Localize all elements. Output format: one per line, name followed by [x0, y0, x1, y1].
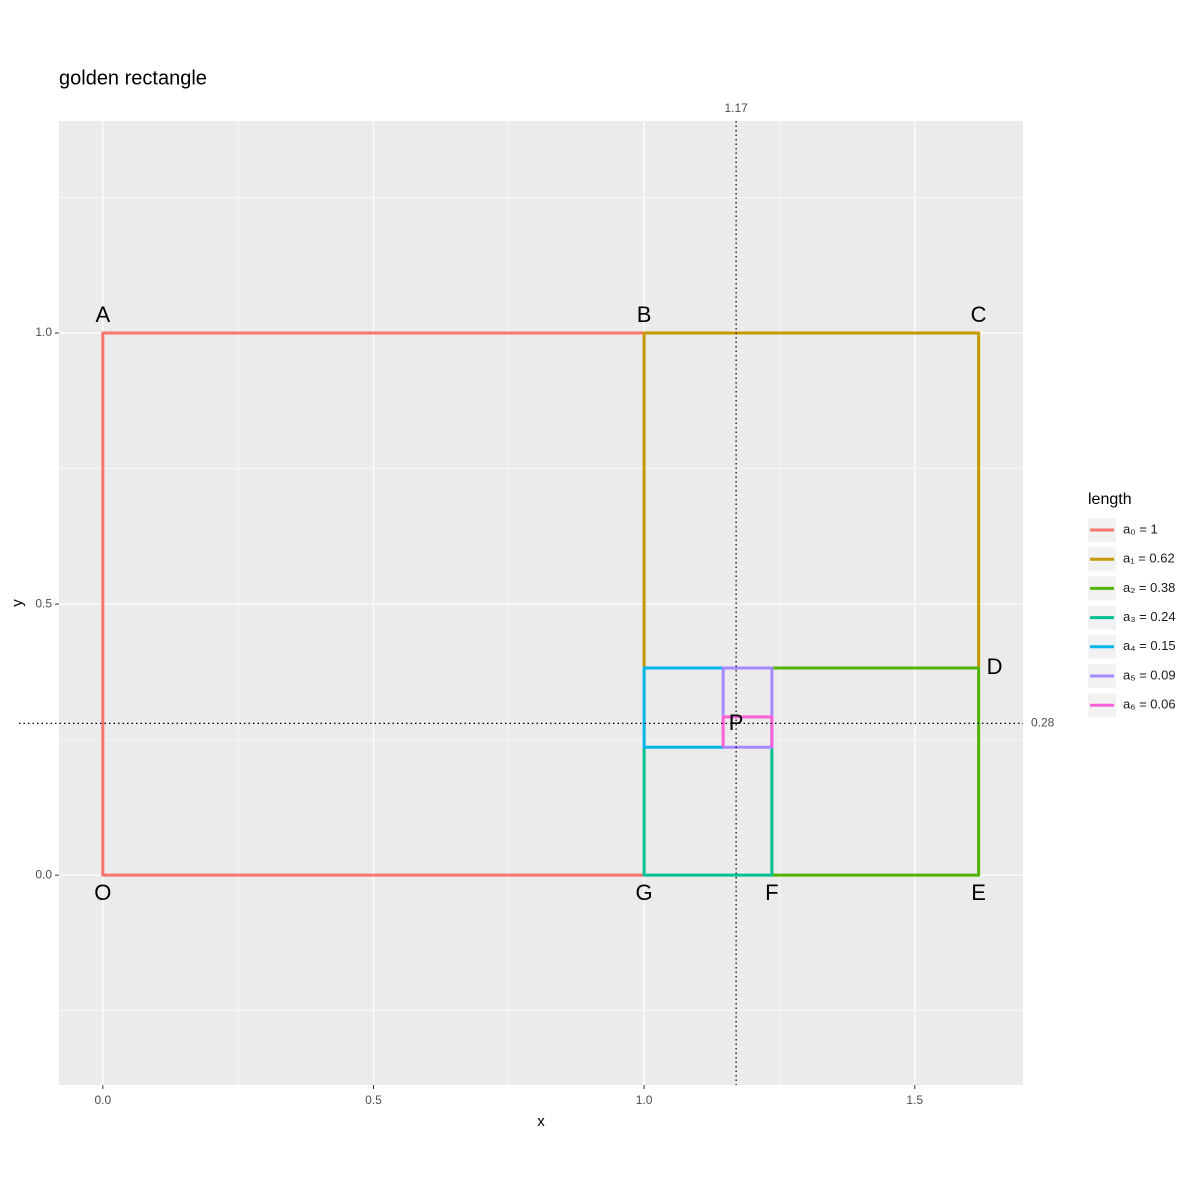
y-tick-label: 0.0 — [35, 867, 52, 881]
chart-title: golden rectangle — [59, 67, 207, 89]
x-axis-title: x — [537, 1113, 545, 1130]
x-tick-label: 0.0 — [94, 1093, 111, 1107]
point-label: G — [636, 880, 653, 905]
legend-title: length — [1088, 491, 1132, 508]
point-label: A — [95, 302, 110, 327]
x-tick-label: 1.0 — [636, 1093, 653, 1107]
reference-label: 0.28 — [1031, 716, 1055, 730]
legend-label: a₁ = 0.62 — [1123, 551, 1175, 566]
point-label: D — [987, 654, 1003, 679]
legend-label: a₄ = 0.15 — [1123, 638, 1176, 653]
panel — [59, 121, 1023, 1085]
x-tick-label: 1.5 — [906, 1093, 923, 1107]
point-label: E — [971, 880, 986, 905]
y-tick-label: 1.0 — [35, 325, 52, 339]
series-line — [721, 666, 774, 749]
legend-label: a₃ = 0.24 — [1123, 609, 1176, 624]
legend-label: a₆ = 0.06 — [1123, 697, 1176, 712]
legend-label: a₀ = 1 — [1123, 521, 1158, 536]
series-line — [721, 715, 774, 748]
series-line — [771, 666, 981, 877]
reference-label: 1.17 — [724, 101, 748, 115]
point-label: F — [765, 880, 778, 905]
series-line — [101, 331, 645, 877]
series-line — [642, 747, 774, 877]
x-tick-label: 0.5 — [365, 1093, 382, 1107]
point-label: O — [94, 880, 111, 905]
y-tick-label: 0.5 — [35, 596, 52, 610]
legend-label: a₂ = 0.38 — [1123, 580, 1175, 595]
legend-label: a₅ = 0.09 — [1123, 667, 1176, 682]
point-label: P — [729, 710, 744, 735]
point-label: C — [971, 302, 987, 327]
y-axis-title: y — [9, 599, 26, 607]
series-line — [642, 666, 724, 749]
series-line — [642, 331, 981, 669]
point-label: B — [637, 302, 652, 327]
